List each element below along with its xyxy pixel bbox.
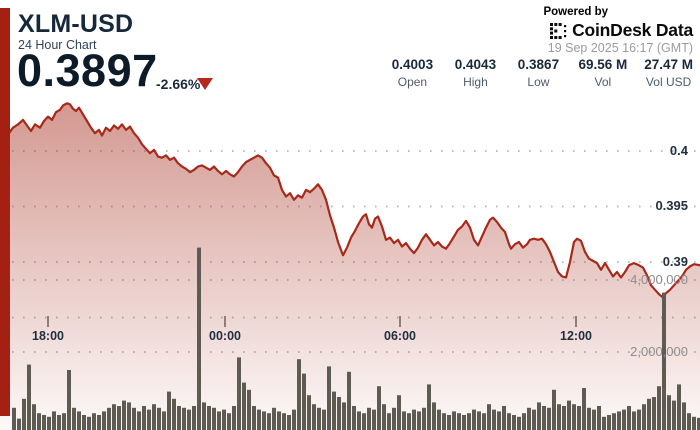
price-change: -2.66% [156,76,201,92]
stat-low-value: 0.3867 [517,57,560,72]
symbol-title: XLM-USD [18,10,134,38]
stat-vol-usd-label: Vol USD [645,75,692,89]
stat-high: 0.4043 High [452,57,498,89]
stats-row: 0.4003 Open 0.4043 High 0.3867 Low 69.56… [389,57,693,89]
coindesk-logo-text: CoinDesk Data [572,20,693,40]
time-axis-label: 18:00 [32,329,64,343]
volume-axis-label: 4,000,000 [630,272,688,287]
coindesk-logo[interactable]: CoinDesk Data [550,20,693,41]
stat-vol-usd-value: 27.47 M [644,57,693,72]
stat-vol-usd: 27.47 M Vol USD [644,57,693,89]
stat-open: 0.4003 Open [389,57,435,89]
stat-low-label: Low [527,75,550,89]
price-axis-label: 0.39 [662,254,688,269]
time-axis-label: 06:00 [384,329,416,343]
stat-vol-label: Vol [594,75,612,89]
price-axis-label: 0.4 [669,143,688,158]
time-axis-label: 00:00 [209,329,241,343]
stat-vol: 69.56 M Vol [578,57,627,89]
stat-vol-value: 69.56 M [578,57,628,72]
stat-low: 0.3867 Low [515,57,561,89]
volume-axis-label: 2,000,000 [630,344,688,359]
powered-by-label: Powered by [543,6,608,18]
stat-high-label: High [463,75,488,89]
stat-high-value: 0.4043 [454,57,497,72]
timestamp: 19 Sep 2025 16:17 (GMT) [547,41,693,55]
price-axis-label: 0.395 [655,198,688,213]
stat-open-label: Open [397,75,428,89]
current-price: 0.3897 [17,45,158,96]
chart-subtitle: 24 Hour Chart [18,38,97,52]
coindesk-logo-icon [550,22,567,39]
stat-open-value: 0.4003 [391,57,434,72]
time-axis-label: 12:00 [560,329,592,343]
accent-bar [0,8,10,416]
down-triangle-icon [197,78,213,90]
